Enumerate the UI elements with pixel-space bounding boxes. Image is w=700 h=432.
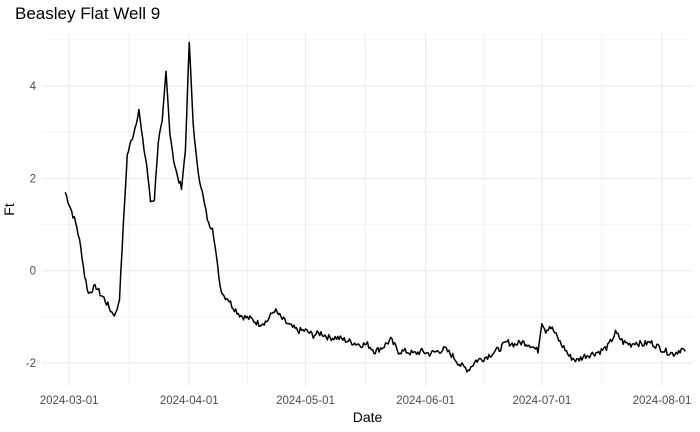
y-axis: -2 0 2 4: [26, 81, 37, 370]
chart-title: Beasley Flat Well 9: [15, 4, 161, 23]
x-tick-label: 2024-06-01: [396, 395, 455, 407]
y-tick-label: 0: [30, 266, 36, 278]
y-tick-label: -2: [26, 358, 36, 370]
x-axis: 2024-03-01 2024-04-01 2024-05-01 2024-06-01…: [40, 395, 692, 407]
series-group: [64, 41, 686, 373]
x-tick-label: 2024-04-01: [160, 395, 219, 407]
x-axis-title: Date: [353, 409, 383, 425]
gridlines: [42, 33, 693, 386]
y-axis-title: Ft: [1, 203, 17, 216]
x-tick-label: 2024-08-01: [633, 395, 692, 407]
series-line-0: [64, 41, 686, 373]
x-tick-label: 2024-05-01: [276, 395, 335, 407]
y-tick-label: 2: [30, 173, 36, 185]
x-tick-label: 2024-03-01: [40, 395, 99, 407]
y-tick-label: 4: [30, 81, 37, 93]
x-tick-label: 2024-07-01: [512, 395, 571, 407]
